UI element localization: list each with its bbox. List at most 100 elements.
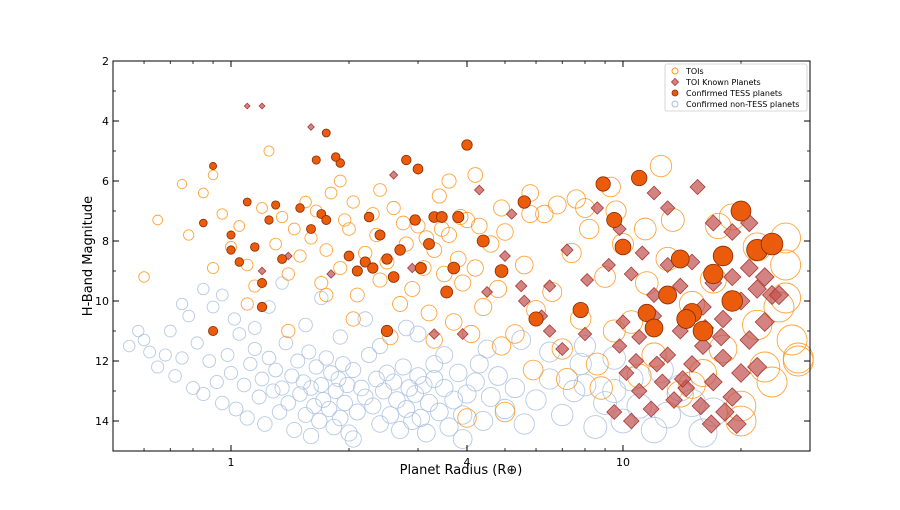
- confirmed-tess-planets-point: [760, 232, 784, 256]
- toi-known-planets-point: [653, 373, 671, 391]
- confirmed-tess-planets-point: [435, 211, 448, 223]
- confirmed-non-tess-planets-point: [239, 410, 255, 426]
- toi-known-planets-point: [691, 396, 711, 416]
- confirmed-tess-planets-point: [476, 234, 490, 248]
- confirmed-non-tess-planets-point: [357, 311, 373, 327]
- tois-point: [207, 169, 219, 181]
- confirmed-tess-planets-point: [572, 301, 589, 319]
- toi-known-planets-point: [543, 279, 557, 293]
- confirmed-tess-planets-point: [423, 238, 435, 250]
- confirmed-non-tess-planets-point: [345, 361, 362, 379]
- tois-point: [444, 313, 463, 331]
- confirmed-tess-planets-point: [447, 261, 461, 275]
- toi-known-planets-point: [642, 400, 660, 418]
- tois-point: [240, 297, 254, 311]
- toi-known-planets-point: [514, 279, 528, 293]
- confirmed-non-tess-planets-point: [551, 403, 574, 427]
- confirmed-tess-planets-point: [412, 163, 424, 175]
- confirmed-tess-planets-point: [676, 309, 697, 329]
- confirmed-non-tess-planets-point: [391, 420, 410, 440]
- toi-known-planets-point: [701, 414, 721, 434]
- confirmed-tess-planets-point: [295, 203, 305, 213]
- tois-point: [522, 359, 544, 381]
- confirmed-non-tess-planets-point: [430, 402, 449, 422]
- confirmed-non-tess-planets-point: [175, 351, 189, 365]
- confirmed-tess-planets-point: [199, 218, 208, 228]
- confirmed-tess-planets-point: [234, 257, 245, 267]
- confirmed-non-tess-planets-point: [254, 371, 270, 387]
- points-layer: [122, 102, 814, 449]
- tois-point: [589, 376, 613, 400]
- legend-marker-nontess: [671, 100, 679, 108]
- confirmed-non-tess-planets-point: [186, 381, 200, 395]
- confirmed-tess-planets-point: [359, 256, 371, 268]
- toi-known-planets-point: [722, 387, 743, 407]
- confirmed-non-tess-planets-point: [275, 276, 289, 290]
- confirmed-non-tess-planets-point: [202, 354, 217, 368]
- legend-label-nontess: Confirmed non-TESS planets: [686, 100, 799, 109]
- confirmed-non-tess-planets-point: [504, 377, 526, 399]
- confirmed-non-tess-planets-point: [286, 422, 303, 438]
- tois-point: [474, 297, 493, 317]
- confirmed-non-tess-planets-point: [444, 390, 464, 410]
- confirmed-non-tess-planets-point: [280, 395, 296, 411]
- toi-known-planets-point: [673, 370, 692, 388]
- toi-known-planets-point: [723, 223, 742, 241]
- confirmed-non-tess-planets-point: [538, 368, 561, 390]
- toi-known-planets-point: [747, 356, 768, 378]
- toi-known-planets-point: [646, 185, 662, 201]
- tois-point: [395, 215, 411, 231]
- tois-point: [183, 229, 195, 241]
- confirmed-tess-planets-point: [440, 285, 454, 299]
- tois-point: [561, 242, 582, 264]
- confirmed-tess-planets-point: [658, 285, 677, 305]
- toi-known-planets-point: [646, 287, 662, 303]
- confirmed-tess-planets-point: [703, 263, 724, 285]
- tois-point: [197, 187, 209, 199]
- tois-point: [579, 218, 600, 240]
- confirmed-tess-planets-point: [394, 244, 406, 256]
- confirmed-non-tess-planets-point: [236, 377, 252, 393]
- confirmed-non-tess-planets-point: [257, 416, 273, 432]
- confirmed-non-tess-planets-point: [247, 321, 262, 335]
- tois-point: [345, 311, 361, 327]
- tois-point: [457, 408, 477, 428]
- tois-point: [346, 195, 360, 209]
- tois-point: [505, 324, 525, 344]
- tois-point: [256, 202, 268, 214]
- confirmed-non-tess-planets-point: [265, 383, 281, 399]
- confirmed-non-tess-planets-point: [339, 376, 356, 394]
- tois-point: [602, 319, 626, 343]
- confirmed-non-tess-planets-point: [381, 406, 400, 424]
- confirmed-non-tess-planets-point: [243, 356, 258, 372]
- confirmed-non-tess-planets-point: [301, 344, 317, 360]
- toi-known-planets-point: [659, 346, 677, 364]
- confirmed-non-tess-planets-point: [168, 369, 182, 383]
- confirmed-non-tess-planets-point: [511, 330, 532, 350]
- toi-known-planets-point: [693, 336, 713, 356]
- confirmed-non-tess-planets-point: [336, 394, 353, 412]
- confirmed-tess-planets-point: [374, 229, 386, 241]
- confirmed-non-tess-planets-point: [416, 423, 436, 443]
- toi-known-planets-point: [481, 286, 494, 298]
- confirmed-non-tess-planets-point: [398, 319, 415, 337]
- tois-point: [547, 195, 567, 215]
- confirmed-non-tess-planets-point: [593, 391, 617, 415]
- tois-point: [649, 154, 673, 178]
- y-tick-label: 12: [95, 355, 109, 368]
- tois-point: [372, 272, 388, 288]
- confirmed-non-tess-planets-point: [469, 354, 489, 374]
- x-tick-label: 1: [227, 456, 234, 469]
- confirmed-non-tess-planets-point: [274, 380, 290, 396]
- toi-known-planets-point: [747, 279, 767, 299]
- tois-point: [466, 259, 484, 277]
- tois-point: [293, 249, 307, 263]
- toi-known-planets-point: [428, 328, 440, 340]
- confirmed-tess-planets-point: [209, 162, 218, 170]
- toi-known-planets-point: [628, 352, 645, 370]
- toi-known-planets-point: [258, 102, 266, 110]
- tois-point: [535, 204, 554, 224]
- confirmed-non-tess-planets-point: [602, 379, 627, 403]
- toi-known-planets-point: [723, 267, 742, 287]
